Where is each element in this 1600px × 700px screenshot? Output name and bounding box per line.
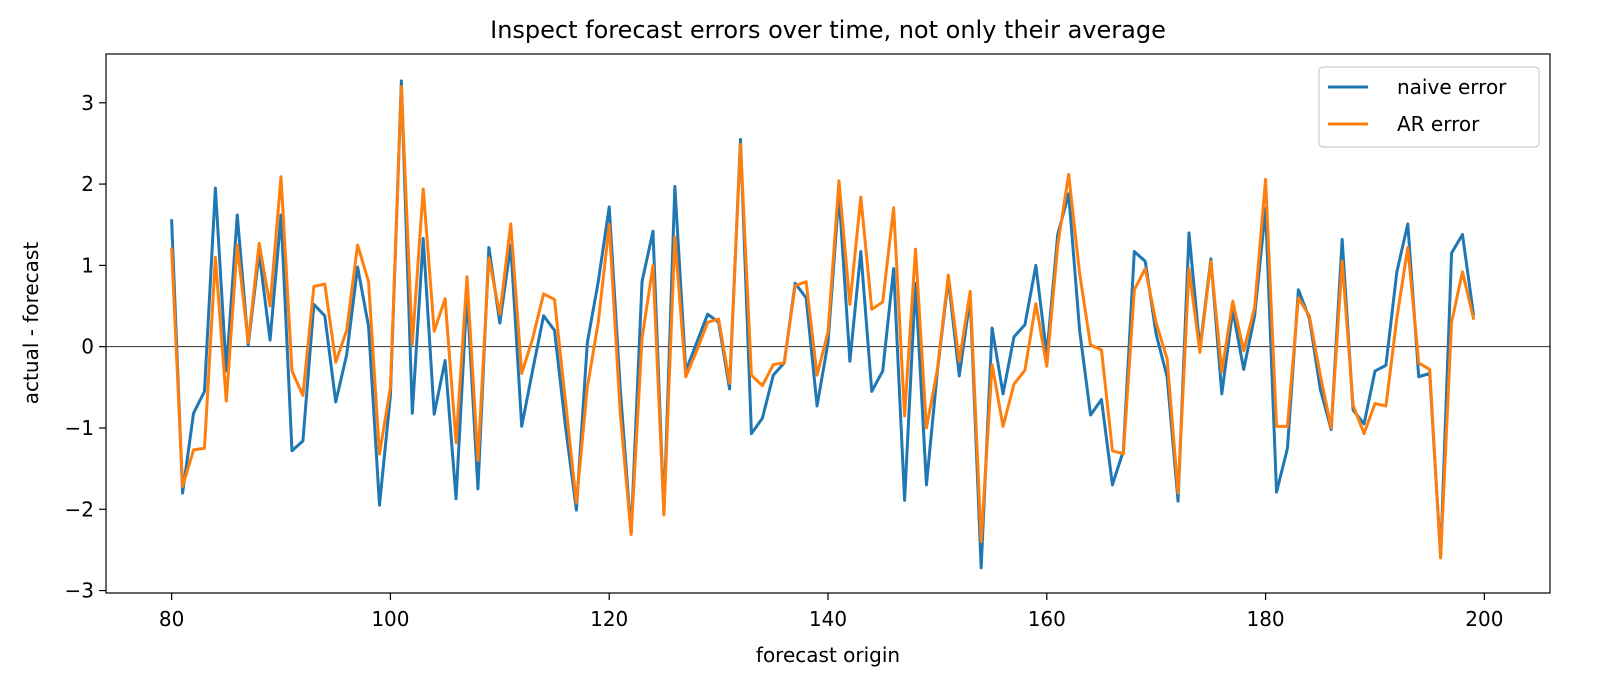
legend-label: naive error [1397, 75, 1507, 99]
x-tick-label: 180 [1246, 607, 1284, 631]
x-tick-label: 200 [1465, 607, 1503, 631]
y-tick-label: −1 [65, 416, 94, 440]
x-tick-label: 160 [1028, 607, 1066, 631]
plot-area: 80 100 120 140 160 180 200 −3 −2 −1 0 1 2 3 naive erro… [65, 53, 1551, 631]
x-axis-label: forecast origin [756, 643, 900, 667]
y-tick-label: 0 [81, 335, 94, 359]
chart-title: Inspect forecast errors over time, not o… [490, 16, 1166, 44]
y-tick-label: 2 [81, 172, 94, 196]
x-tick-label: 140 [809, 607, 847, 631]
legend-label: AR error [1397, 112, 1480, 136]
legend-box [1318, 66, 1540, 148]
x-tick-label: 100 [371, 607, 409, 631]
series-line-ar-error [170, 85, 1476, 560]
x-tick-label: 80 [159, 607, 184, 631]
x-tick-label: 120 [590, 607, 628, 631]
y-tick-label: 1 [81, 253, 94, 277]
y-tick-label: −3 [65, 579, 94, 603]
y-axis-label: actual - forecast [19, 242, 43, 405]
y-tick-label: −2 [65, 497, 94, 521]
y-tick-label: 3 [81, 91, 94, 115]
